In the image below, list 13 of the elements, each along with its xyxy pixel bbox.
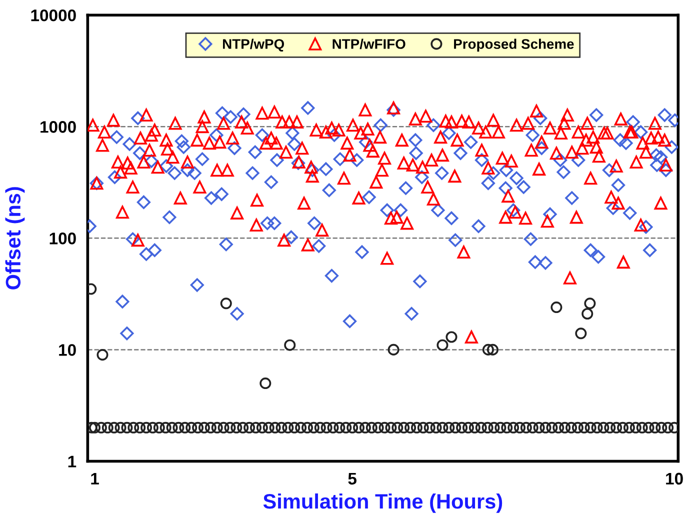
y-tick-label: 1000	[40, 121, 76, 133]
x-tick-label: 1	[91, 472, 99, 484]
legend-label: Proposed Scheme	[454, 38, 574, 52]
y-tick-label: 10000	[31, 9, 76, 22]
legend-label: NTP/wPQ	[223, 38, 284, 52]
y-tick-label: 100	[50, 232, 76, 244]
y-axis-title: Offset (ns)	[5, 187, 25, 290]
x-tick-label: 5	[348, 472, 356, 485]
x-axis-title: Simulation Time (Hours)	[263, 493, 502, 513]
x-tick-label: 10	[666, 472, 683, 485]
y-tick-label: 1	[68, 456, 76, 468]
y-tick-label: 10	[59, 344, 76, 356]
legend-label: NTP/wFIFO	[332, 38, 406, 50]
